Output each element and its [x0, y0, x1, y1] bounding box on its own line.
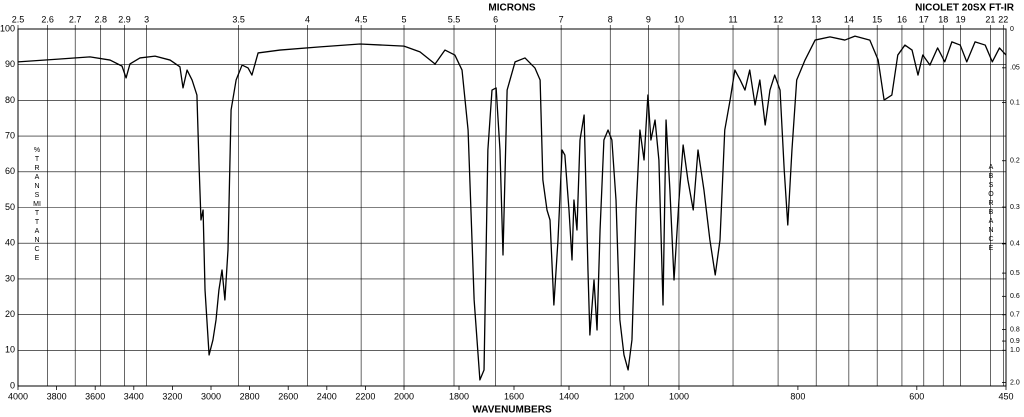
x2-tick-label: 2.5 — [12, 14, 25, 24]
x2-tick-label: 5.5 — [448, 14, 461, 24]
x2-tick-label: 8 — [608, 14, 613, 24]
x-tick-label: 3000 — [201, 391, 221, 401]
y2-tick-label: 0.4 — [1010, 241, 1020, 248]
x-tick-label: 1800 — [449, 391, 469, 401]
x2-tick-label: 21 — [985, 14, 995, 24]
x2-axis-label: MICRONS — [488, 3, 536, 14]
y-tick-label: 40 — [5, 238, 15, 248]
x-tick-label: 1600 — [504, 391, 524, 401]
x2-tick-label: 5 — [402, 14, 407, 24]
x2-tick-label: 14 — [844, 14, 854, 24]
x-tick-label: 3200 — [162, 391, 182, 401]
x-tick-label: 3600 — [85, 391, 105, 401]
x2-tick-label: 3 — [144, 14, 149, 24]
y2-tick-label: 0.8 — [1010, 326, 1020, 333]
y2-tick-label: .05 — [1010, 65, 1020, 72]
y2-tick-label: 0.6 — [1010, 293, 1020, 300]
y2-tick-label: 0.7 — [1010, 312, 1020, 319]
x-tick-label: 4000 — [8, 391, 28, 401]
x2-tick-label: 2.9 — [118, 14, 131, 24]
x-tick-label: 800 — [790, 391, 805, 401]
y2-tick-label: 0.2 — [1010, 158, 1020, 165]
y-tick-label: 90 — [5, 59, 15, 69]
spectrum-line — [17, 35, 1007, 381]
x2-tick-label: 13 — [811, 14, 821, 24]
x2-tick-label: 11 — [728, 14, 737, 24]
x-tick-label: 1200 — [614, 391, 634, 401]
y2-tick-label: 1.0 — [1010, 347, 1020, 354]
x-tick-label: 450 — [998, 391, 1013, 401]
x-tick-label: 2800 — [240, 391, 260, 401]
y-tick-label: 20 — [5, 309, 15, 319]
x2-tick-label: 16 — [897, 14, 907, 24]
x2-tick-label: 3.5 — [232, 14, 245, 24]
y-tick-label: 0 — [10, 380, 15, 390]
instrument-title: NICOLET 20SX FT-IR — [915, 3, 1015, 14]
x-tick-label: 3800 — [47, 391, 67, 401]
x-axis-label: WAVENUMBERS — [472, 405, 552, 416]
x2-tick-label: 2.6 — [41, 14, 54, 24]
x2-tick-label: 19 — [956, 14, 966, 24]
x-tick-label: 2600 — [278, 391, 298, 401]
x2-tick-label: 15 — [872, 14, 882, 24]
x2-tick-label: 7 — [559, 14, 564, 24]
y2-tick-label: 0.1 — [1010, 99, 1020, 106]
y2-tick-label: 0.9 — [1010, 338, 1020, 345]
x2-tick-label: 18 — [938, 14, 948, 24]
y-tick-label: 30 — [5, 273, 15, 283]
y-tick-label: 70 — [5, 130, 15, 140]
x2-tick-label: 4 — [305, 14, 310, 24]
y2-tick-label: 0 — [1010, 26, 1014, 33]
x2-tick-label: 4.5 — [355, 14, 368, 24]
y2-tick-label: 0.3 — [1010, 204, 1020, 211]
y-tick-label: 50 — [5, 202, 15, 212]
x2-tick-label: 6 — [493, 14, 498, 24]
x-tick-label: 2200 — [355, 391, 375, 401]
x2-tick-label: 12 — [773, 14, 783, 24]
x2-tick-label: 9 — [646, 14, 651, 24]
x2-tick-label: 22 — [998, 14, 1008, 24]
y2-tick-label: 0.5 — [1010, 270, 1020, 277]
y2-tick-label: 2.0 — [1010, 379, 1020, 386]
y2-axis-label: ABSORBANCE — [988, 164, 994, 252]
x2-tick-label: 10 — [674, 14, 684, 24]
y-tick-label: 10 — [5, 345, 15, 355]
x2-tick-label: 17 — [919, 14, 929, 24]
x-tick-label: 1000 — [669, 391, 689, 401]
x-tick-label: 600 — [909, 391, 924, 401]
x-tick-label: 3400 — [124, 391, 144, 401]
y-tick-label: 60 — [5, 166, 15, 176]
x2-tick-label: 2.7 — [69, 14, 82, 24]
x-tick-label: 1400 — [559, 391, 579, 401]
x-tick-label: 2000 — [394, 391, 414, 401]
x2-tick-label: 2.8 — [94, 14, 107, 24]
y-tick-label: 80 — [5, 95, 15, 105]
x-tick-label: 2400 — [317, 391, 337, 401]
y-axis-label: %TRANSMITTANCE — [33, 147, 41, 262]
y-tick-label: 100 — [0, 23, 15, 33]
